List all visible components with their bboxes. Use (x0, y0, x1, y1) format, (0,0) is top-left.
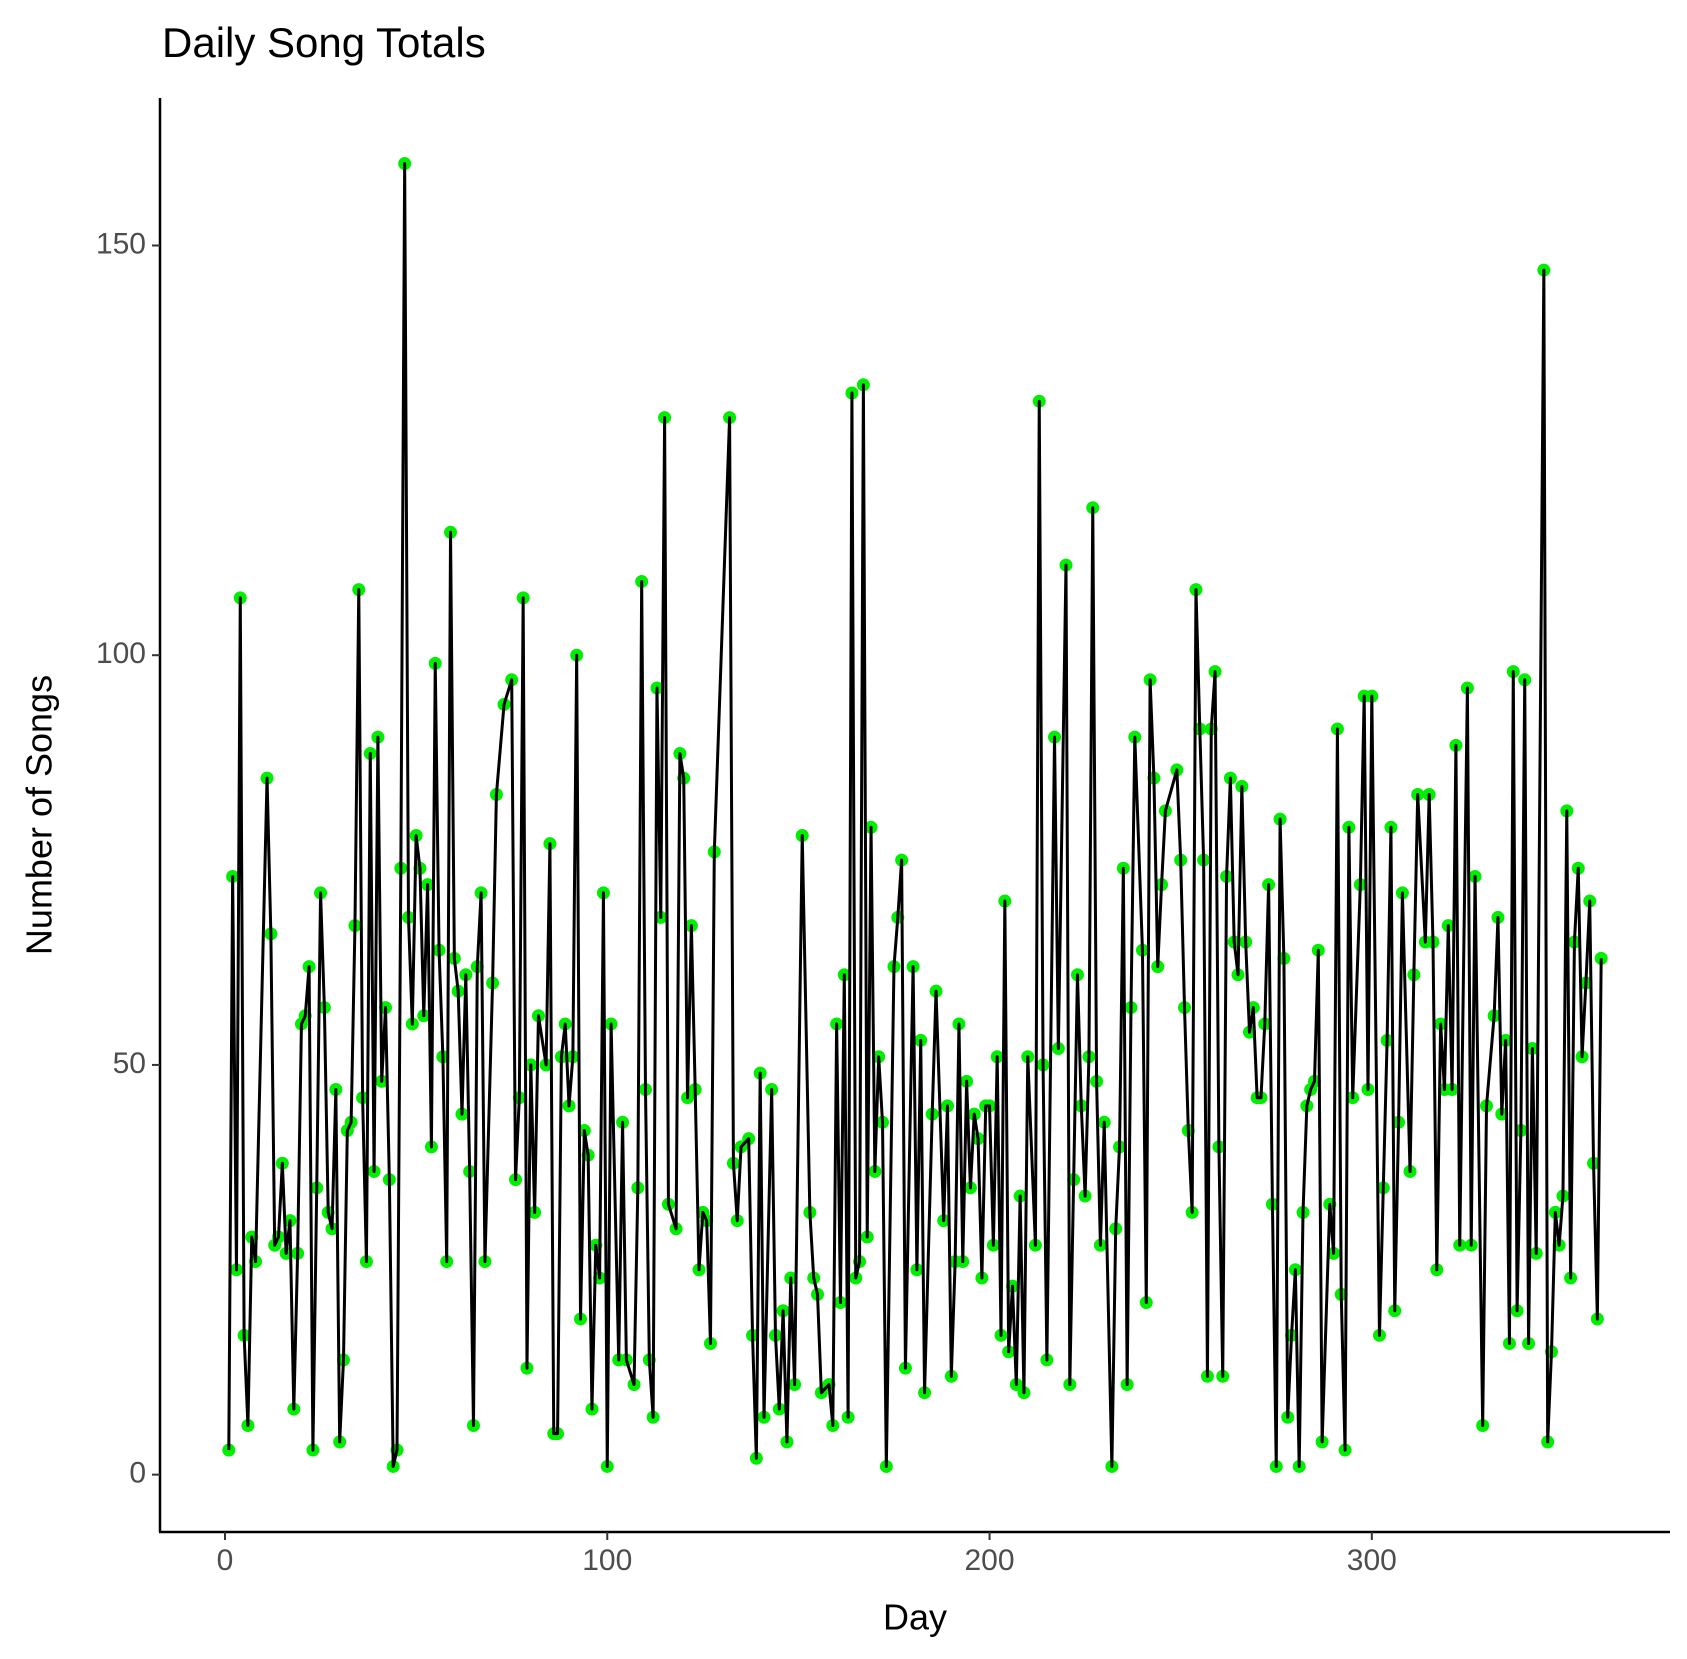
line (227, 162, 1603, 1468)
y-tick-label: 150 (96, 227, 146, 260)
x-tick-label: 0 (217, 1544, 234, 1577)
x-tick-label: 200 (965, 1544, 1015, 1577)
chart-title: Daily Song Totals (162, 19, 486, 66)
y-tick-label: 0 (129, 1457, 146, 1490)
y-tick-label: 50 (113, 1047, 146, 1080)
y-tick-label: 100 (96, 637, 146, 670)
x-tick-label: 100 (582, 1544, 632, 1577)
x-tick-label: 300 (1347, 1544, 1397, 1577)
y-axis-title: Number of Songs (19, 675, 60, 955)
x-axis-title: Day (883, 1597, 947, 1638)
